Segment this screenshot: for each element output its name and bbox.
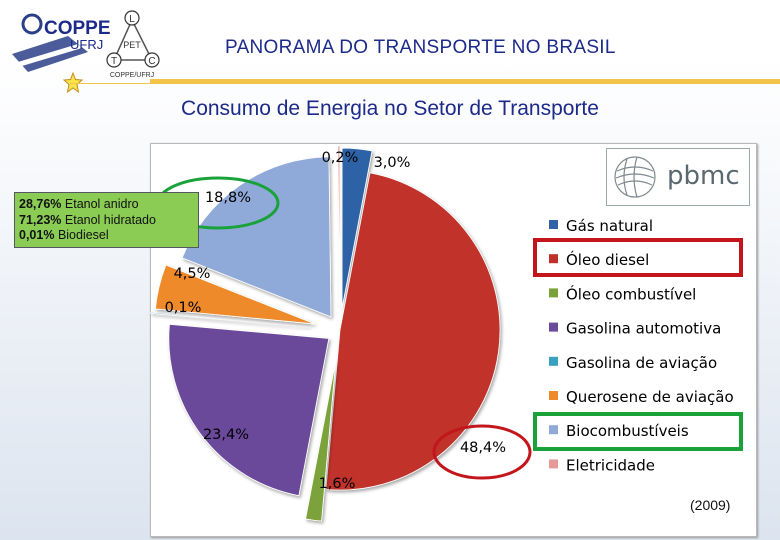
- logo-caption: COPPE/UFRJ: [110, 72, 154, 79]
- legend-label: Gasolina automotiva: [566, 320, 721, 338]
- logo-letter-l: L: [129, 14, 135, 25]
- star-icon: [62, 72, 84, 94]
- year-label: (2009): [690, 497, 731, 513]
- ethanol-note-value: 28,76%: [19, 197, 62, 211]
- pie-slice-5: [154, 264, 315, 325]
- highlight-diesel-ellipse: [432, 424, 532, 480]
- pie-slice-3: [168, 323, 330, 497]
- legend-swatch: [549, 220, 558, 229]
- logo-letter-t: T: [111, 56, 117, 67]
- ethanol-note-label: Etanol anidro: [64, 197, 139, 211]
- highlight-biocombustiveis-box: [533, 412, 743, 451]
- legend-swatch: [549, 391, 558, 400]
- slice-label: 18,8%: [205, 190, 251, 206]
- ethanol-note-value: 0,01%: [19, 228, 55, 242]
- ethanol-note-label: Biodiesel: [57, 228, 109, 242]
- pie-slice-0: [341, 147, 373, 309]
- slice-label: 23,4%: [203, 427, 249, 443]
- header-divider: [150, 79, 780, 83]
- logo-pet-text: PET: [123, 40, 141, 50]
- highlight-oleo-diesel-box: [533, 238, 743, 277]
- slice-label: 1,6%: [319, 476, 356, 492]
- legend-swatch: [549, 356, 558, 366]
- legend-swatch: [549, 288, 558, 298]
- legend-swatch: [549, 254, 558, 264]
- slide-title: Consumo de Energia no Setor de Transport…: [181, 97, 599, 120]
- legend-swatch: [549, 459, 558, 469]
- header-divider-thin: [70, 83, 780, 84]
- ethanol-note-row: 71,23% Etanol hidratado: [19, 213, 198, 229]
- pbmc-logo-text: pbmc: [667, 161, 740, 191]
- legend-label: Querosene de aviação: [566, 388, 734, 406]
- pie-slice-7: [337, 145, 341, 307]
- legend-label: Óleo diesel: [566, 250, 649, 269]
- slice-label: 3,0%: [374, 155, 411, 171]
- ethanol-note-box: 28,76% Etanol anidro 71,23% Etanol hidra…: [14, 192, 199, 248]
- coppe-logo-text: COPPE: [44, 18, 111, 39]
- slice-label: 0,2%: [322, 150, 359, 166]
- coppe-logo: COPPE UFRJ L T C PET COPPE/UFRJ: [12, 10, 160, 79]
- legend-label: Eletricidade: [566, 456, 655, 474]
- ufrj-logo-text: UFRJ: [70, 37, 103, 52]
- pie-slice-2: [305, 361, 336, 522]
- ethanol-note-row: 28,76% Etanol anidro: [19, 197, 198, 213]
- legend-swatch: [549, 322, 558, 332]
- header-title: PANORAMA DO TRANSPORTE NO BRASIL: [225, 37, 616, 58]
- pie-slice-1: [325, 172, 501, 491]
- legend-label: Gás natural: [566, 217, 653, 235]
- legend-label: Biocombustíveis: [566, 422, 689, 440]
- slice-label: 4,5%: [174, 266, 211, 282]
- legend-label: Gasolina de aviação: [566, 354, 717, 372]
- legend-swatch: [549, 425, 558, 435]
- logo-letter-c: C: [148, 56, 155, 67]
- pie-slice-4: [150, 311, 311, 328]
- ethanol-note-label: Etanol hidratado: [64, 212, 156, 227]
- slice-label: 48,4%: [460, 440, 506, 456]
- legend-label: Óleo combustível: [566, 284, 696, 303]
- ethanol-note-value: 71,23%: [19, 212, 62, 227]
- pbmc-logo: pbmc: [606, 148, 750, 206]
- slice-label: 0,1%: [165, 300, 202, 316]
- ethanol-note-row: 0,01% Biodiesel: [19, 228, 198, 244]
